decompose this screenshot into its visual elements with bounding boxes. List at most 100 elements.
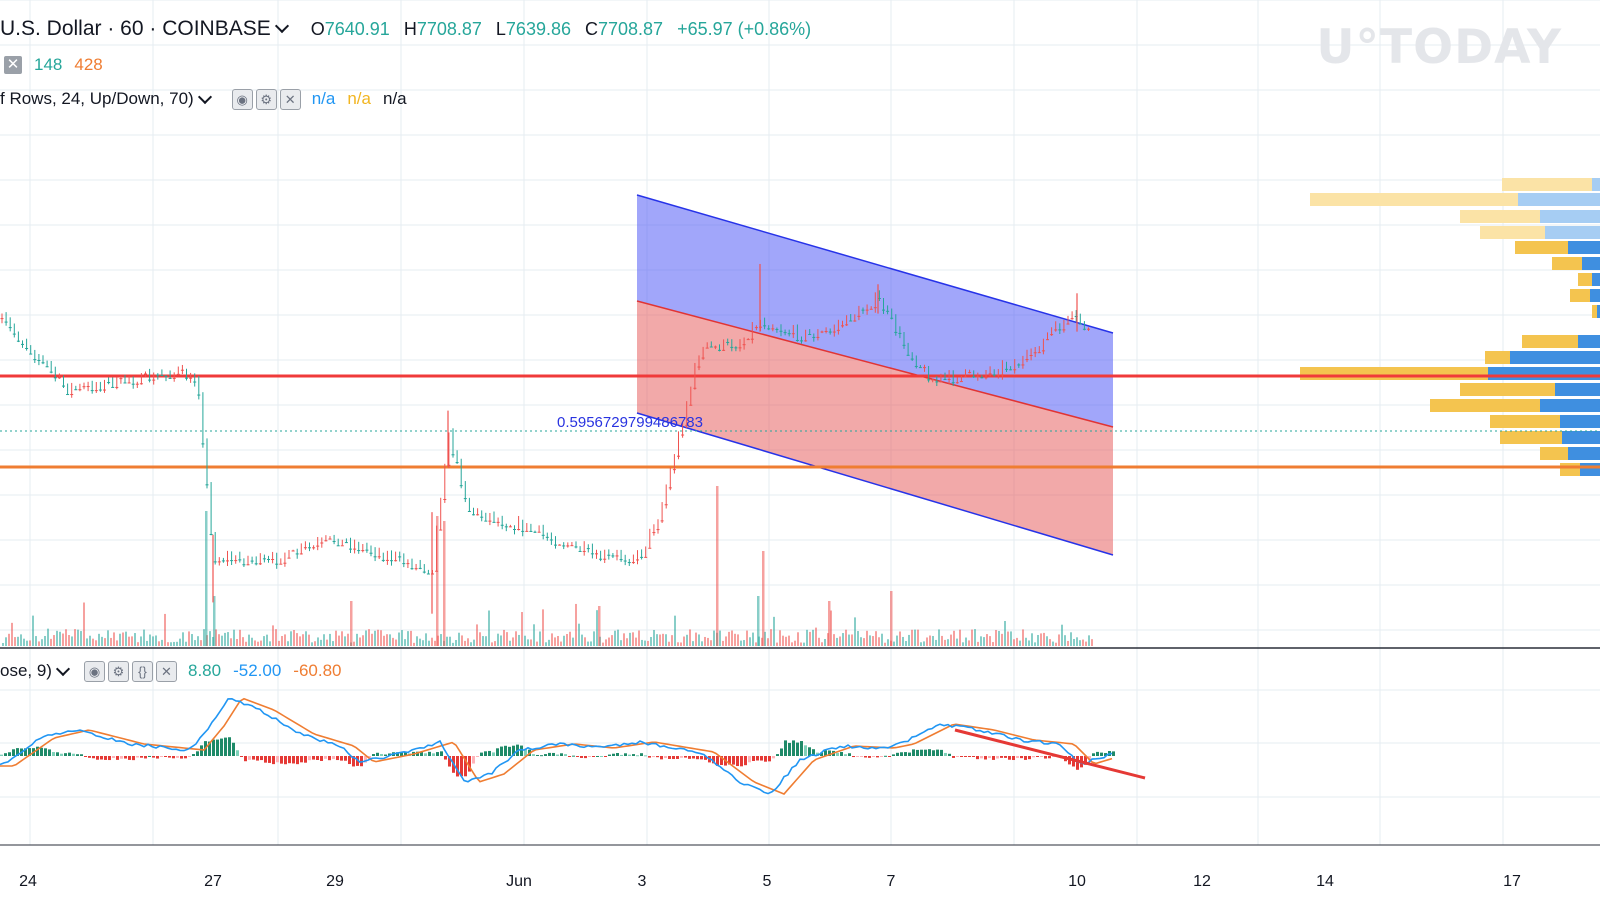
candle-body [435,570,439,572]
candle-body [906,354,910,356]
volume-profile-row-up [1518,193,1600,206]
vpvr-label[interactable]: f Rows, 24, Up/Down, 70) [0,89,194,108]
macd-histogram-bar [256,756,259,761]
volume-bar [371,633,373,646]
volume-profile-row-down [1485,351,1510,364]
macd-histogram-bar [1008,756,1011,760]
volume-bar [338,635,340,646]
macd-histogram-bar [732,756,735,765]
candle-body [849,320,853,322]
volume-bar [566,633,568,646]
close-icon[interactable]: ✕ [279,88,301,110]
macd-histogram-bar [612,753,615,756]
volume-bar [302,634,304,646]
vpvr-indicator-row: f Rows, 24, Up/Down, 70) ◉ ⚙ ✕ n/a n/a n… [0,86,407,112]
volume-bar [149,634,151,646]
volume-bar [845,629,847,646]
macd-signal-line [0,697,1113,795]
macd-histogram-bar [940,749,943,756]
macd-histogram-bar [292,756,295,764]
candle-body [271,558,275,560]
volume-profile-row-up [1540,210,1600,223]
candle-body [857,315,861,317]
volume-bar [14,637,16,646]
gear-icon[interactable]: ⚙ [255,88,277,110]
volume-bar [401,630,403,646]
macd-histogram-bar [336,756,339,761]
candle-body [131,383,135,385]
candle-body [689,404,693,406]
volume-bar [344,636,346,646]
volume-bar [1082,639,1084,646]
volume-bar [1016,637,1018,646]
macd-histogram-bar [900,752,903,756]
macd-histogram-bar [164,756,167,757]
candle-body [533,531,537,533]
volume-bar [110,637,112,646]
candle-body [303,547,307,549]
close-icon[interactable]: ✕ [4,56,22,74]
volume-bar [101,636,103,646]
macd-histogram-bar [404,752,407,756]
close-icon[interactable]: ✕ [155,660,177,682]
volume-bar [698,634,700,646]
volume-bar [992,642,994,646]
candle-body [828,331,832,333]
volume-bar [1070,632,1072,646]
gear-icon[interactable]: ⚙ [107,660,129,682]
chevron-down-icon[interactable] [55,661,71,677]
candle-body [377,556,381,558]
candle-body [882,309,885,311]
volume-bar [218,634,220,646]
macd-histogram-bar [276,756,279,763]
eye-icon[interactable]: ◉ [231,88,253,110]
volume-bar [959,629,961,646]
symbol-title[interactable]: U.S. Dollar · 60 · COINBASE [0,17,295,41]
candle-body [902,344,906,346]
ohlc-open: O7640.91 [310,18,390,39]
macd-histogram-bar [340,756,343,761]
macd-histogram-bar [868,756,871,758]
volume-bar [335,630,337,646]
volume-bar [413,642,415,646]
volume-bar [455,640,457,646]
macd-histogram-bar [568,756,571,757]
volume-bar [710,640,712,646]
volume-bar [707,637,709,646]
macd-histogram-bar [416,751,419,756]
volume-bar [803,642,805,646]
candle-body [877,297,881,299]
chevron-down-icon[interactable] [197,89,212,105]
macd-label[interactable]: ose, 9) [0,661,52,680]
volume-bar [89,635,91,646]
candle-body [607,554,611,556]
macd-histogram-bar [444,756,447,760]
ma-value-1: 148 [34,55,63,74]
candle-body [1046,339,1049,341]
macd-histogram-bar [44,748,47,756]
candle-body [668,487,672,489]
volume-bar [560,641,562,646]
volume-bar [200,640,202,646]
macd-histogram-bar [556,754,559,756]
macd-histogram-bar [1104,753,1107,756]
candle-body [111,386,115,388]
x-tick-label: 12 [1193,873,1211,890]
candle-body [139,383,143,385]
volume-bar [350,601,353,646]
volume-bar [725,636,727,646]
braces-icon[interactable]: {} [131,660,153,682]
ohlc-close: C7708.87 [585,18,664,39]
volume-bar [179,638,181,646]
chevron-down-icon[interactable] [274,18,289,34]
eye-icon[interactable]: ◉ [83,660,105,682]
volume-bars [2,486,1093,646]
volume-bar [107,630,109,646]
candle-body [513,529,516,531]
volume-bar [29,640,31,646]
macd-histogram-bar [304,756,307,763]
candle-body [549,539,553,541]
volume-bar [443,521,446,646]
candle-body [328,538,332,540]
